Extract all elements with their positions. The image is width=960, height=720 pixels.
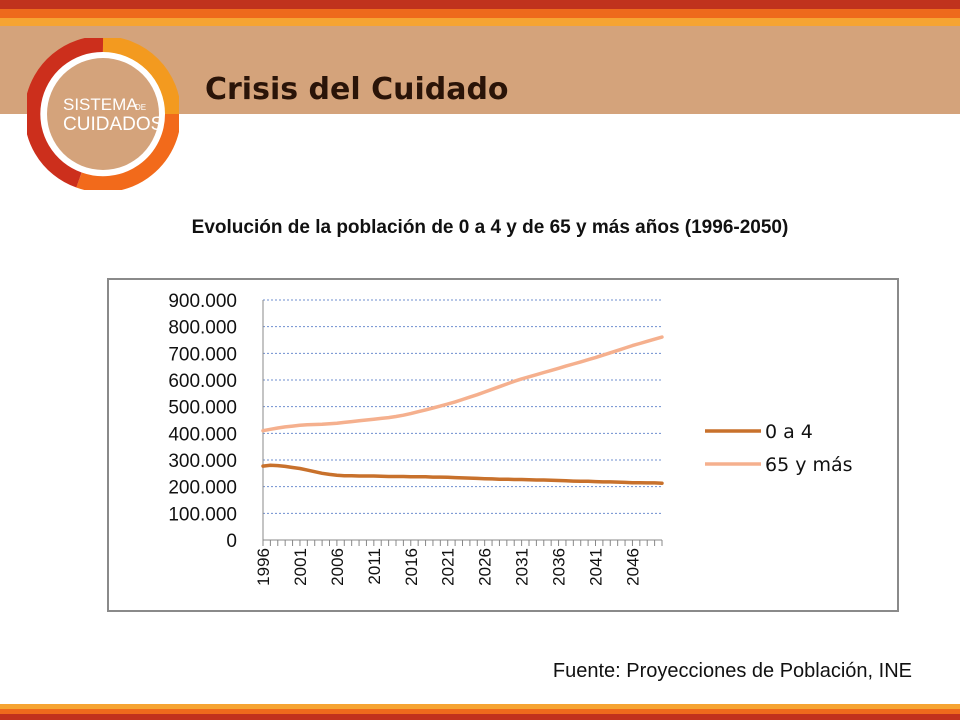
- x-tick-label: 2046: [623, 548, 642, 586]
- logo-line2: CUIDADOS: [63, 114, 163, 135]
- logo-line1: SISTEMA: [63, 95, 138, 114]
- source-note: Fuente: Proyecciones de Población, INE: [552, 660, 912, 682]
- x-tick-label: 2021: [439, 548, 458, 586]
- x-tick-label: 2026: [476, 548, 495, 586]
- top-stripe-dark: [0, 0, 960, 9]
- legend-label: 65 y más: [765, 454, 853, 476]
- chart-frame: 0 100.000 200.000 300.000 400.000 500.000 600.…: [107, 278, 899, 612]
- y-tick-label: 0: [226, 531, 237, 552]
- x-tick-label: 2016: [402, 548, 421, 586]
- top-stripe-amber: [0, 18, 960, 26]
- y-tick-label: 200.000: [168, 478, 237, 499]
- population-line-chart: 0 100.000 200.000 300.000 400.000 500.000 600.…: [168, 291, 853, 586]
- x-tick-label: 2036: [550, 548, 569, 586]
- y-tick-label: 100.000: [168, 504, 237, 525]
- y-tick-label: 500.000: [168, 398, 237, 419]
- series-line: [261, 335, 664, 433]
- bottom-stripe-amber: [0, 704, 960, 709]
- x-tick-label: 2006: [328, 548, 347, 586]
- x-tick-label: 1996: [254, 548, 273, 586]
- page-title: Crisis del Cuidado: [205, 72, 509, 107]
- y-tick-label: 900.000: [168, 291, 237, 312]
- x-tick-label: 2031: [513, 548, 532, 586]
- y-tick-label: 300.000: [168, 451, 237, 472]
- y-tick-label: 400.000: [168, 424, 237, 445]
- top-stripe-orange: [0, 9, 960, 18]
- series-line: [261, 463, 664, 485]
- chart-title: Evolución de la población de 0 a 4 y de …: [191, 217, 789, 238]
- sistema-de-cuidados-logo: SISTEMA DE CUIDADOS: [27, 38, 179, 190]
- y-tick-label: 800.000: [168, 318, 237, 339]
- logo-small: DE: [135, 103, 146, 112]
- x-tick-label: 2041: [587, 548, 606, 586]
- bottom-stripe-orange: [0, 709, 960, 714]
- legend-label: 0 a 4: [765, 421, 813, 443]
- y-tick-label: 700.000: [168, 344, 237, 365]
- x-tick-label: 2011: [365, 548, 384, 585]
- y-tick-label: 600.000: [168, 371, 237, 392]
- bottom-stripe-dark: [0, 714, 960, 720]
- x-tick-label: 2001: [291, 548, 310, 586]
